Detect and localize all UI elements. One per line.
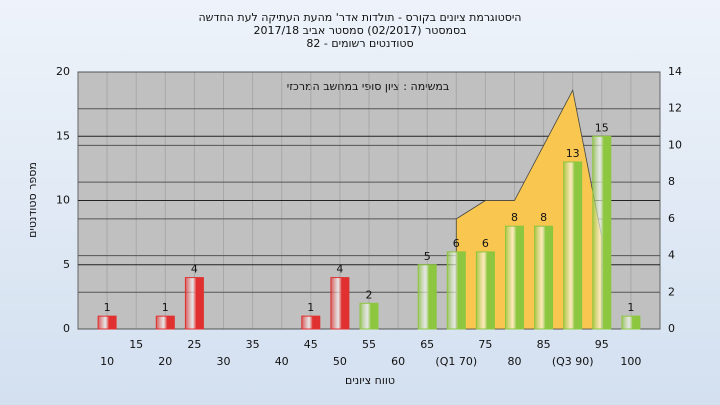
chart-title: היסטוגרמת ציונים בקורס - תולדות אדר' מהע… [198, 11, 521, 24]
y2-tick-label: 2 [668, 285, 675, 298]
x-tick-label: 75 [478, 338, 492, 351]
value-label: 15 [595, 121, 609, 134]
chart-subtitle: סטודנטים רשומים - 82 [306, 37, 413, 50]
value-label: 6 [482, 237, 489, 250]
x-tick-label: 85 [537, 338, 551, 351]
value-label: 1 [627, 301, 634, 314]
x-tick-label: 45 [304, 338, 318, 351]
y2-tick-label: 6 [668, 212, 675, 225]
x-tick-label: (Q1 70) [435, 355, 477, 368]
value-label: 4 [191, 263, 198, 276]
x-tick-label: 80 [508, 355, 522, 368]
value-label: 13 [566, 147, 580, 160]
x-tick-label: 15 [129, 338, 143, 351]
y2-tick-label: 14 [668, 65, 682, 78]
annotation: במשימה : ציון סופי במחשב המרכזי [287, 80, 450, 93]
bar [475, 251, 495, 330]
y2-tick-label: 8 [668, 175, 675, 188]
x-tick-label: 95 [595, 338, 609, 351]
y2-tick-label: 12 [668, 102, 682, 115]
x-tick-label: 25 [187, 338, 201, 351]
y-axis-label: מספר סטודנטים [26, 162, 39, 238]
x-tick-label: 60 [391, 355, 405, 368]
y-tick-label: 20 [56, 65, 70, 78]
y-tick-label: 10 [56, 194, 70, 207]
x-tick-label: 10 [100, 355, 114, 368]
x-tick-label: 30 [217, 355, 231, 368]
chart-subtitle: בסמסטר (02/2017) סמסטר אביב 2017/18 [253, 24, 466, 37]
value-label: 8 [511, 211, 518, 224]
bar [621, 315, 641, 330]
x-tick-label: 20 [158, 355, 172, 368]
x-tick-label: (Q3 90) [552, 355, 594, 368]
bar [184, 277, 204, 330]
y-tick-label: 0 [63, 322, 70, 335]
value-label: 1 [104, 301, 111, 314]
value-label: 1 [307, 301, 314, 314]
bar [534, 225, 554, 330]
bar [330, 277, 350, 330]
x-tick-label: 50 [333, 355, 347, 368]
y2-tick-label: 0 [668, 322, 675, 335]
bar [563, 161, 583, 330]
bar [446, 251, 466, 330]
x-tick-label: 55 [362, 338, 376, 351]
value-label: 2 [366, 288, 373, 301]
bar [359, 302, 379, 330]
y-tick-label: 5 [63, 258, 70, 271]
x-tick-label: 100 [620, 355, 641, 368]
bar [592, 135, 612, 330]
x-tick-label: 35 [246, 338, 260, 351]
y2-tick-label: 4 [668, 249, 675, 262]
bar [505, 225, 524, 330]
value-label: 5 [424, 250, 431, 263]
y2-tick-label: 10 [668, 138, 682, 151]
x-tick-label: 40 [275, 355, 289, 368]
bar [417, 264, 437, 330]
value-label: 8 [540, 211, 547, 224]
value-label: 1 [162, 301, 169, 314]
bar [97, 315, 117, 330]
value-label: 6 [453, 237, 460, 250]
x-axis-label: טווח ציונים [345, 374, 395, 387]
y-tick-label: 15 [56, 129, 70, 142]
x-tick-label: 65 [420, 338, 434, 351]
bar [155, 315, 175, 330]
value-label: 4 [336, 263, 343, 276]
bar [301, 315, 321, 330]
